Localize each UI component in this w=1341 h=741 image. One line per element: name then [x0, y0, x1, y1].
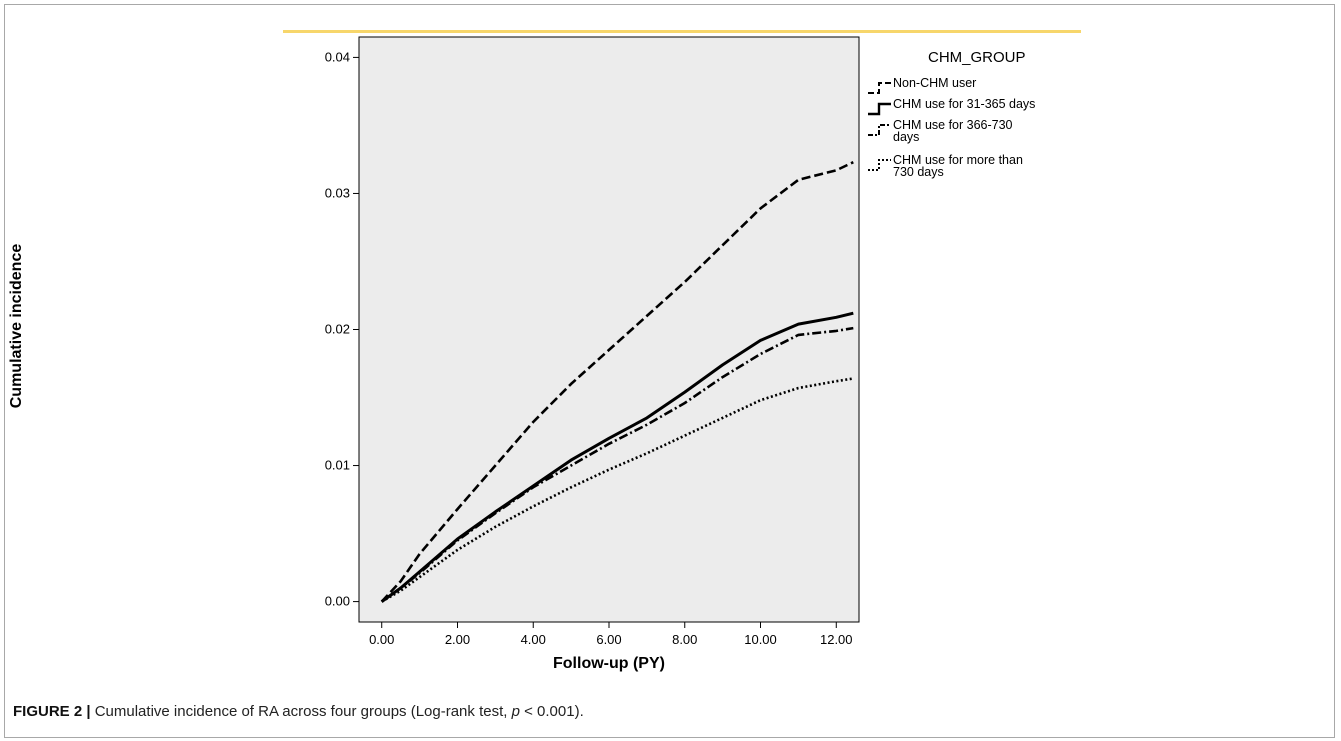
y-axis-title: Cumulative incidence [8, 244, 25, 409]
series-line-solid [380, 311, 854, 603]
legend-line [868, 102, 891, 116]
y-axis: 0.00 0.01 0.02 0.03 0.04 [325, 49, 359, 609]
y-tick-label: 0.00 [325, 594, 350, 609]
caption-label: FIGURE 2 | [13, 703, 91, 720]
caption-p-symbol: p [511, 703, 520, 720]
x-tick-label: 4.00 [521, 632, 546, 647]
legend: CHM_GROUP Non-CHM user CHM use for 31-365… [868, 49, 1035, 179]
legend-label: CHM use for 31-365 days [893, 97, 1035, 111]
x-tick-label: 10.00 [744, 632, 777, 647]
legend-label: CHM use for 366-730 [893, 118, 1013, 132]
y-tick-label: 0.01 [325, 458, 350, 473]
y-tick-label: 0.03 [325, 185, 350, 200]
legend-symbol [868, 124, 891, 136]
legend-line [868, 82, 891, 94]
legend-symbol [868, 82, 891, 94]
x-tick-label: 8.00 [672, 632, 697, 647]
legend-title: CHM_GROUP [928, 49, 1026, 66]
y-tick-label: 0.04 [325, 49, 350, 64]
x-tick-label: 12.00 [820, 632, 853, 647]
caption-p-rest: < 0.001). [519, 703, 584, 720]
series-line-dashed [380, 161, 854, 603]
legend-label: days [893, 130, 919, 144]
legend-label: CHM use for more than [893, 153, 1023, 167]
legend-symbol [868, 159, 891, 171]
legend-line [868, 124, 891, 136]
x-tick-label: 0.00 [369, 632, 394, 647]
legend-line [868, 159, 891, 171]
series-line-dashdot [380, 326, 854, 603]
plot-area [358, 36, 860, 623]
series-group [380, 161, 854, 603]
caption-text: Cumulative incidence of RA across four g… [90, 703, 512, 720]
x-tick-label: 6.00 [596, 632, 621, 647]
legend-symbol [868, 102, 891, 116]
y-tick-label: 0.02 [325, 322, 350, 337]
legend-label: Non-CHM user [893, 76, 976, 90]
x-axis: 0.00 2.00 4.00 6.00 8.00 10.00 12.00 [369, 622, 853, 647]
x-axis-title: Follow-up (PY) [553, 655, 665, 672]
figure-caption: FIGURE 2 | Cumulative incidence of RA ac… [13, 703, 584, 720]
x-tick-label: 2.00 [445, 632, 470, 647]
legend-label: 730 days [893, 165, 944, 179]
